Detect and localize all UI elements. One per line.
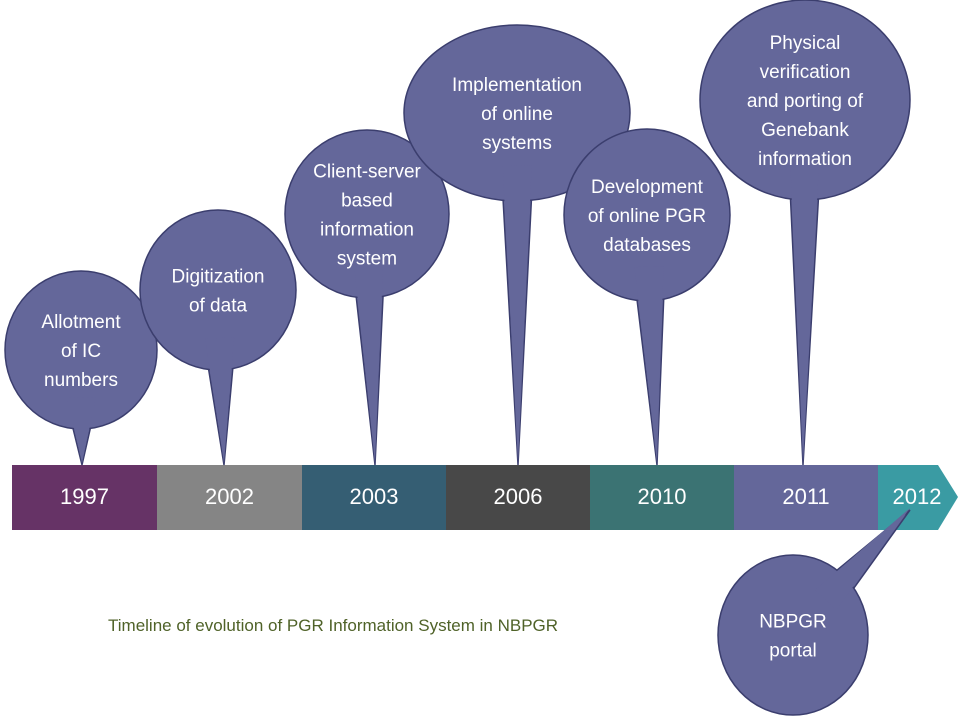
callout-text-line: of online PGR [588,206,706,227]
year-label: 2003 [350,484,399,509]
timeline-segment-2010: 2010 [590,465,734,530]
callout-text-line: Allotment [41,312,121,333]
timeline-segment-2003: 2003 [302,465,446,530]
event-callout-1997: Allotment of IC numbers [4,270,158,466]
callout-text-line: portal [769,641,817,662]
callout-text-line: Client-server [313,162,421,183]
callout-text-line: databases [603,235,691,256]
callout-text-line: of IC [61,341,101,362]
diagram-caption: Timeline of evolution of PGR Information… [108,616,559,635]
segment-block [302,465,446,530]
year-label: 1997 [60,484,109,509]
year-label: 2012 [893,484,942,509]
event-callout-2002: Digitization of data [139,209,297,466]
timeline-segment-2012: 2012 [878,465,958,530]
callout-text-line: system [337,249,397,270]
callout-pointer-fill [790,159,820,463]
callout-pointer-fill [502,165,532,463]
event-callout-2006: Implementation of online systems [403,24,631,466]
callout-text-line: NBPGR [759,612,827,633]
callout-text-line: and porting of [747,91,864,112]
event-callout-2010: Development of online PGR databases [563,128,731,466]
callout-text-line: based [341,191,393,212]
callout-pointer-fill [205,337,235,463]
timeline-segment-2006: 2006 [446,465,590,530]
timeline-segment-2002: 2002 [157,465,302,530]
segment-block [157,465,302,530]
callout-text-line: information [320,220,414,241]
segment-block [446,465,590,530]
callout-text-line: of data [189,296,248,317]
arrow-head-segment [878,465,958,530]
year-label: 2010 [638,484,687,509]
callout-text-line: Development [591,177,704,198]
callout-text-line: Implementation [452,75,582,96]
segment-block [734,465,878,530]
year-label: 2011 [782,484,829,509]
callout-text-line: verification [760,62,851,83]
callout-pointer-fill [66,397,96,463]
event-callout-2011: Physical verification and porting of Geneba… [699,0,911,466]
callout-pointer-fill [354,263,384,463]
event-callout-2012: NBPGR portal [717,508,911,716]
segment-block [590,465,734,530]
year-label: 2002 [205,484,254,509]
callout-text-line: information [758,149,852,170]
callout-pointer-fill [634,265,664,463]
callout-pointer-fill [815,508,910,610]
timeline-bar: 1997 2002 2003 2006 2010 2011 2012 [12,465,958,530]
timeline-segment-2011: 2011 [734,465,878,530]
timeline-segment-1997: 1997 [12,465,157,530]
segment-block [12,465,157,530]
callout-text-line: Physical [770,33,841,54]
callout-text-line: numbers [44,370,118,391]
callout-text-line: of online [481,104,553,125]
callout-text-line: Genebank [761,120,849,141]
year-label: 2006 [494,484,543,509]
event-callout-2003: Client-server based information system [284,129,450,466]
callout-text-line: systems [482,133,552,154]
callout-text-line: Digitization [172,267,265,288]
